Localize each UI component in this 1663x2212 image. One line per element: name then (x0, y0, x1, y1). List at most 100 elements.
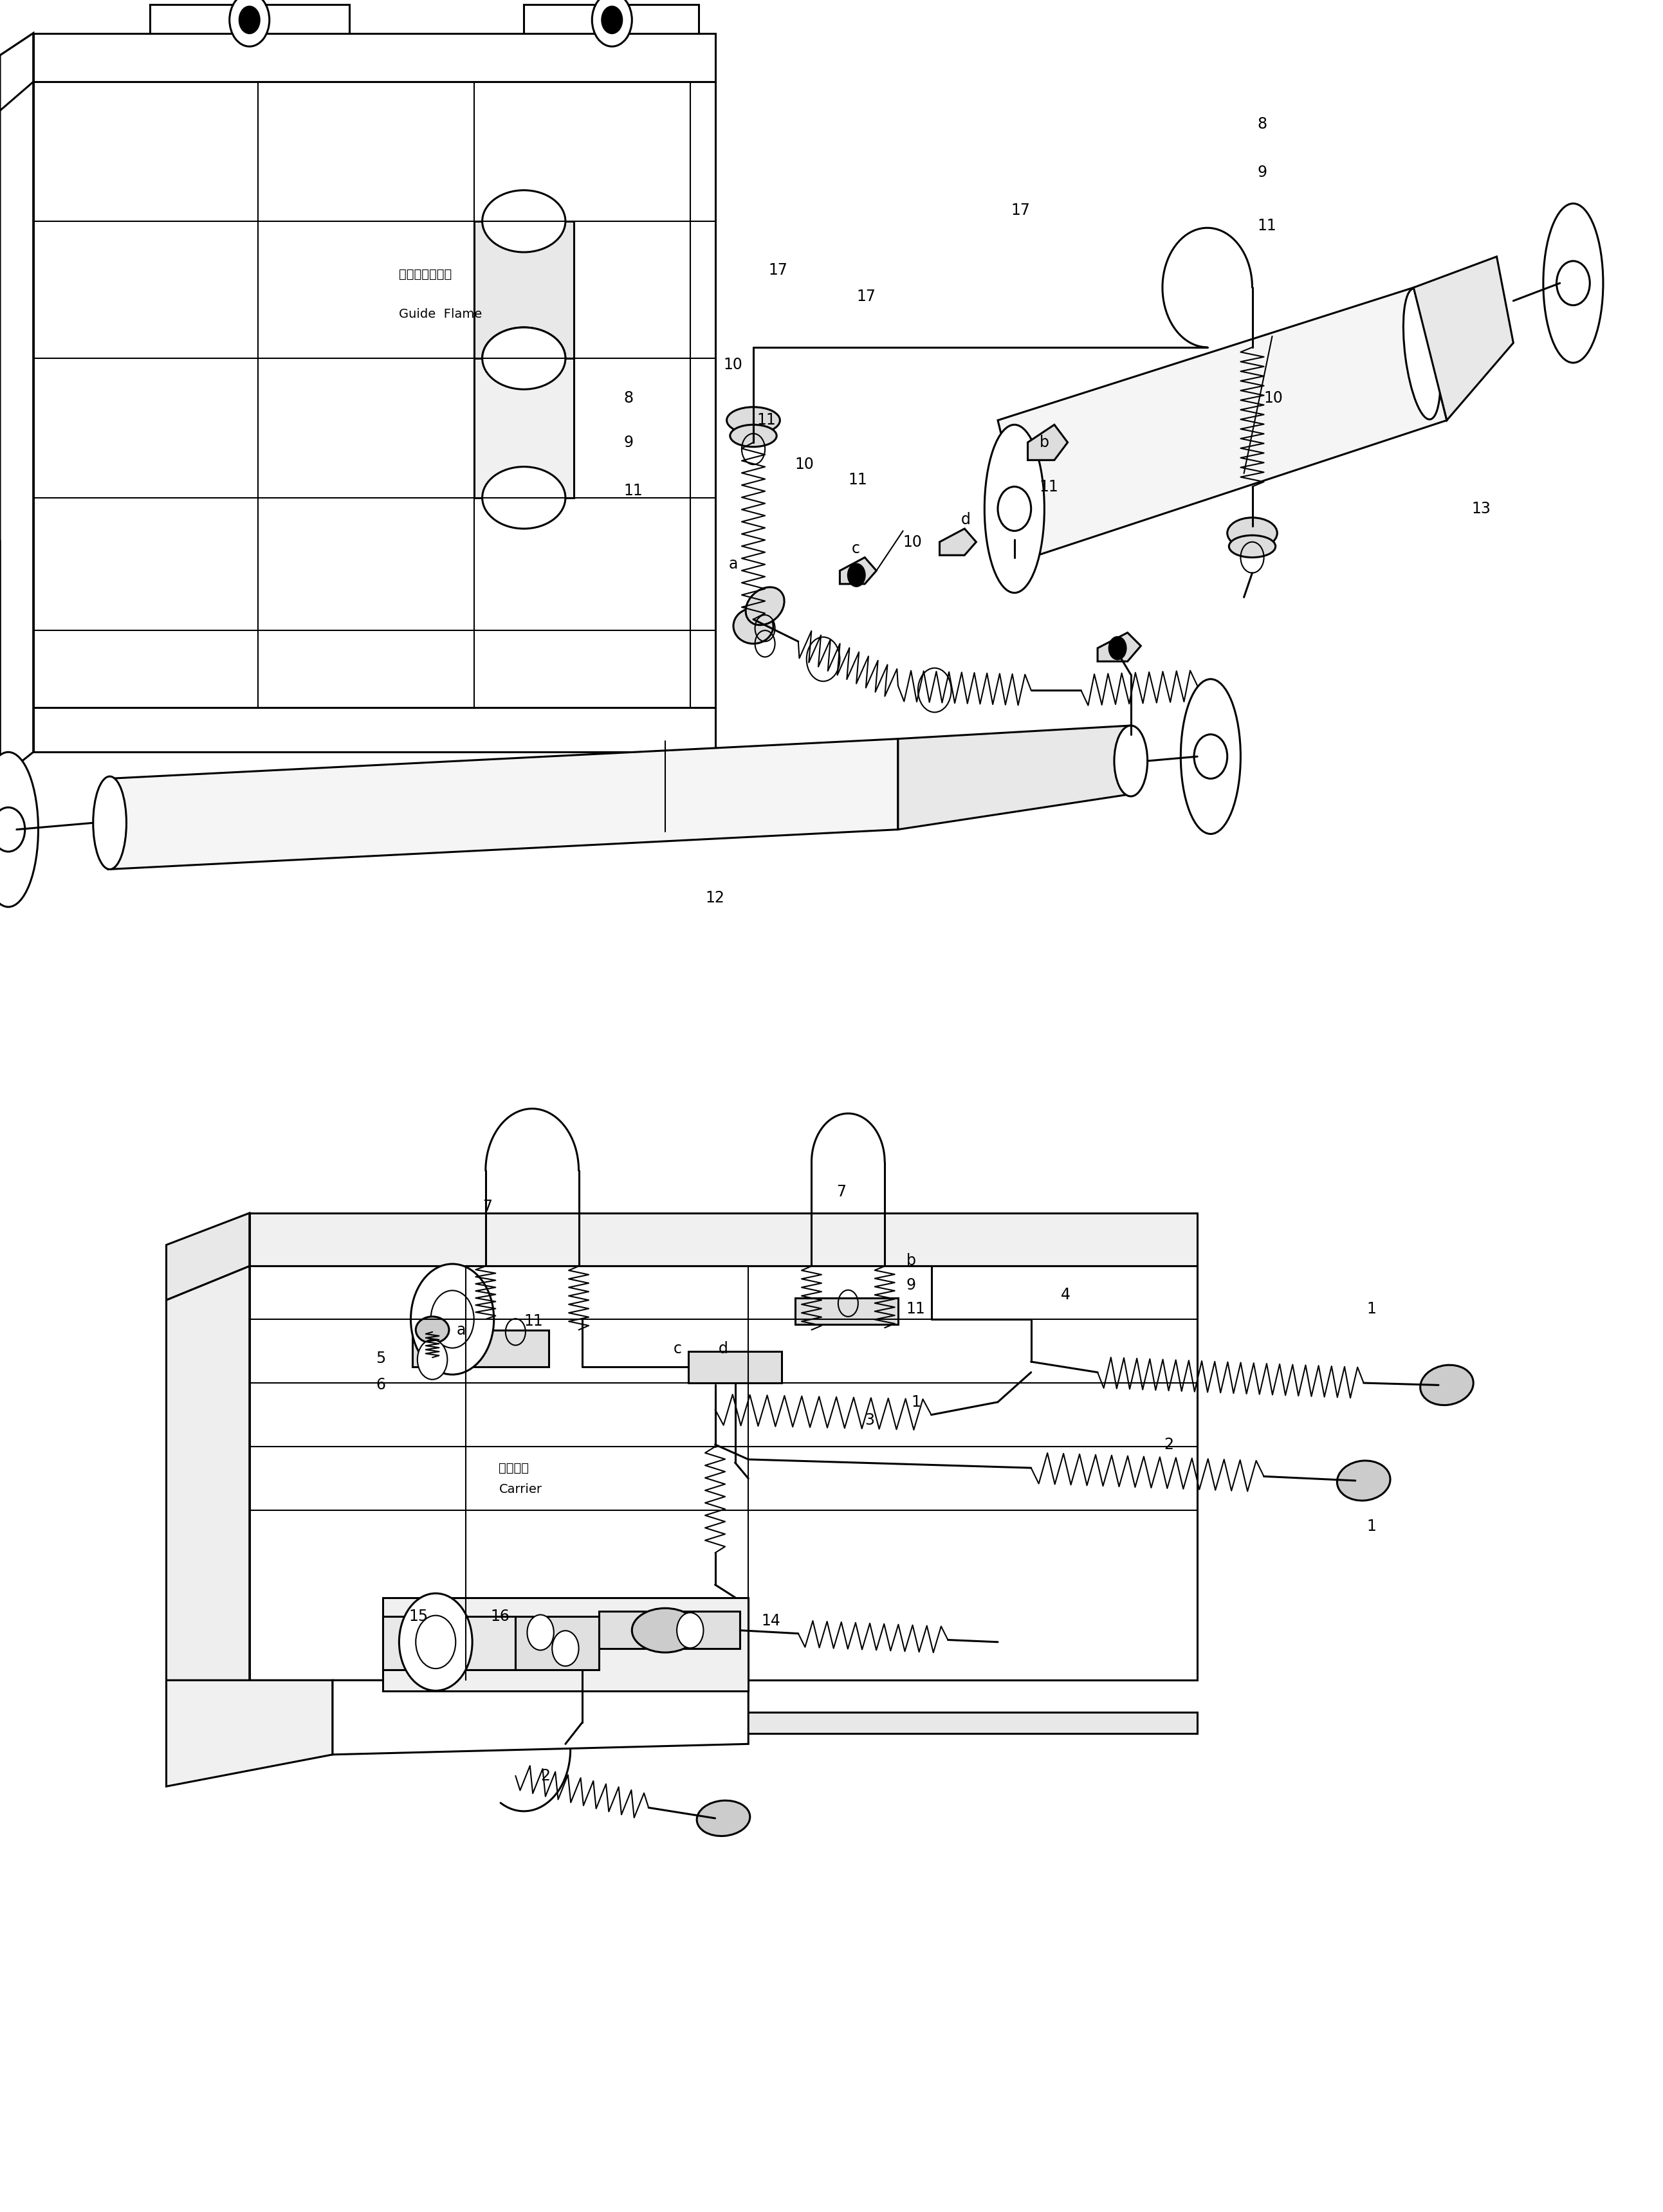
Circle shape (411, 1263, 494, 1374)
Polygon shape (1414, 257, 1513, 420)
Text: 8: 8 (1257, 117, 1267, 131)
Circle shape (592, 0, 632, 46)
Polygon shape (0, 33, 33, 779)
Text: b: b (1039, 436, 1049, 449)
Circle shape (998, 487, 1031, 531)
Ellipse shape (482, 327, 565, 389)
Text: a: a (728, 557, 738, 571)
Text: 4: 4 (1061, 1287, 1071, 1303)
Circle shape (552, 1630, 579, 1666)
Text: c: c (851, 542, 860, 555)
Text: b: b (906, 1254, 916, 1267)
Ellipse shape (482, 190, 565, 252)
Polygon shape (840, 557, 876, 584)
Circle shape (229, 0, 269, 46)
Polygon shape (795, 1298, 898, 1325)
Ellipse shape (632, 1608, 698, 1652)
Text: 1: 1 (911, 1394, 921, 1409)
Ellipse shape (727, 407, 780, 434)
Text: 1: 1 (1367, 1520, 1377, 1533)
Text: 7: 7 (836, 1183, 846, 1199)
Circle shape (416, 1615, 456, 1668)
Text: 11: 11 (848, 473, 868, 487)
Polygon shape (249, 1212, 1197, 1265)
Ellipse shape (1337, 1460, 1390, 1500)
Text: d: d (718, 1340, 728, 1356)
Text: 16: 16 (491, 1608, 511, 1624)
Polygon shape (1028, 425, 1068, 460)
Polygon shape (150, 4, 349, 33)
Text: 15: 15 (409, 1608, 429, 1624)
Ellipse shape (93, 776, 126, 869)
Polygon shape (33, 82, 715, 708)
Polygon shape (412, 1329, 549, 1367)
Text: 3: 3 (865, 1413, 875, 1427)
Polygon shape (599, 1610, 740, 1648)
Polygon shape (474, 221, 574, 358)
Text: Guide  Flame: Guide Flame (399, 307, 482, 321)
Ellipse shape (730, 425, 777, 447)
Polygon shape (524, 4, 698, 33)
Circle shape (848, 564, 865, 586)
Circle shape (0, 807, 25, 852)
Polygon shape (940, 529, 976, 555)
Text: 7: 7 (482, 1199, 492, 1214)
Text: 1: 1 (1367, 1301, 1377, 1316)
Ellipse shape (745, 586, 785, 626)
Ellipse shape (1181, 679, 1241, 834)
Ellipse shape (1420, 1365, 1473, 1405)
Ellipse shape (1114, 726, 1147, 796)
Text: 2: 2 (540, 1767, 550, 1783)
Ellipse shape (733, 608, 773, 644)
Text: 10: 10 (903, 535, 923, 549)
Text: 10: 10 (795, 458, 815, 471)
Text: 17: 17 (768, 263, 788, 276)
Text: 9: 9 (624, 436, 634, 449)
Text: 2: 2 (1164, 1438, 1174, 1453)
Polygon shape (166, 1712, 1197, 1734)
Polygon shape (108, 739, 898, 869)
Text: c: c (674, 1340, 682, 1356)
Text: 17: 17 (856, 290, 876, 303)
Circle shape (527, 1615, 554, 1650)
Ellipse shape (482, 327, 565, 389)
Ellipse shape (677, 1613, 703, 1648)
Text: 9: 9 (1257, 166, 1267, 179)
Text: 11: 11 (1039, 480, 1059, 493)
Text: 9: 9 (906, 1279, 916, 1294)
Circle shape (239, 7, 259, 33)
Text: 11: 11 (1257, 219, 1277, 232)
Ellipse shape (1227, 518, 1277, 549)
Ellipse shape (1404, 288, 1440, 420)
Ellipse shape (416, 1316, 449, 1343)
Ellipse shape (482, 467, 565, 529)
Text: 12: 12 (705, 891, 725, 905)
Text: 14: 14 (762, 1613, 782, 1628)
Text: 11: 11 (906, 1301, 926, 1316)
Text: ガイドフレーム: ガイドフレーム (399, 268, 452, 281)
Ellipse shape (1229, 535, 1276, 557)
Ellipse shape (0, 752, 38, 907)
Polygon shape (249, 1265, 1197, 1681)
Polygon shape (166, 1681, 333, 1787)
Text: 8: 8 (624, 392, 634, 405)
Polygon shape (166, 1212, 249, 1301)
Polygon shape (688, 1352, 782, 1382)
Polygon shape (1098, 633, 1141, 661)
Polygon shape (0, 33, 33, 111)
Ellipse shape (984, 425, 1044, 593)
Circle shape (1557, 261, 1590, 305)
Text: d: d (961, 513, 971, 526)
Polygon shape (33, 33, 715, 82)
Text: 11: 11 (757, 414, 777, 427)
Polygon shape (382, 1597, 748, 1690)
Circle shape (602, 7, 622, 33)
Polygon shape (898, 726, 1131, 830)
Polygon shape (333, 1681, 748, 1754)
Circle shape (1109, 637, 1126, 659)
Text: Carrier: Carrier (499, 1482, 542, 1495)
Circle shape (417, 1340, 447, 1380)
Ellipse shape (1543, 204, 1603, 363)
Polygon shape (166, 1265, 249, 1712)
Polygon shape (33, 708, 715, 752)
